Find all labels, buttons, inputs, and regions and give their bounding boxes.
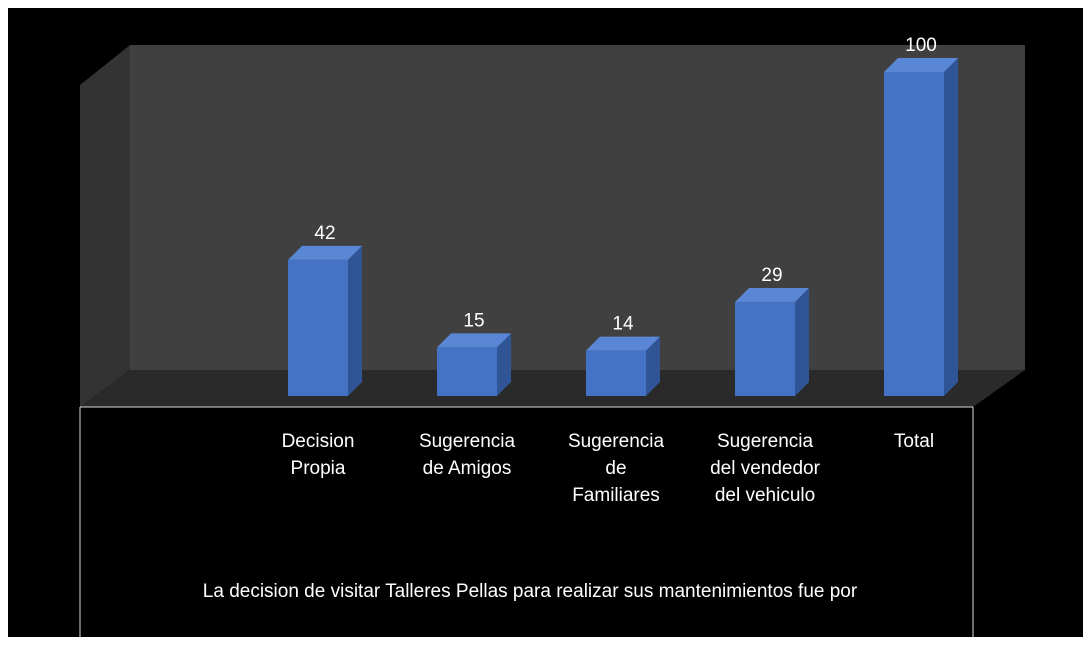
- value-label: 14: [612, 314, 634, 335]
- x-tick-label: Sugerencia del vendedor del vehiculo: [710, 431, 820, 506]
- bar-top: [288, 245, 362, 260]
- bar-side: [348, 245, 362, 396]
- bar-side: [497, 333, 511, 396]
- value-label: 42: [314, 223, 335, 244]
- bar-top: [437, 333, 511, 348]
- value-label: 29: [761, 265, 782, 286]
- bar-top: [884, 58, 958, 72]
- bar: [586, 350, 646, 396]
- side-wall: [80, 45, 130, 407]
- bar: [884, 72, 944, 396]
- x-tick-label: Total: [893, 431, 935, 452]
- bar-top: [735, 288, 809, 303]
- x-tick-label: Decision Propia: [281, 431, 355, 479]
- bar-top: [586, 336, 660, 351]
- x-tick-label: Sugerencia de Familiares: [567, 431, 665, 506]
- bar-side: [646, 336, 660, 396]
- bar: [437, 347, 497, 396]
- bar: [288, 259, 348, 396]
- bar-side: [944, 58, 958, 396]
- chart-title: La decision de visitar Talleres Pellas p…: [202, 581, 858, 602]
- bar-side: [795, 288, 809, 396]
- bar: [735, 302, 795, 396]
- value-label: 15: [463, 310, 484, 331]
- floor: [80, 370, 1025, 407]
- x-tick-label: Sugerencia de Amigos: [418, 431, 516, 479]
- value-label: 100: [905, 35, 937, 56]
